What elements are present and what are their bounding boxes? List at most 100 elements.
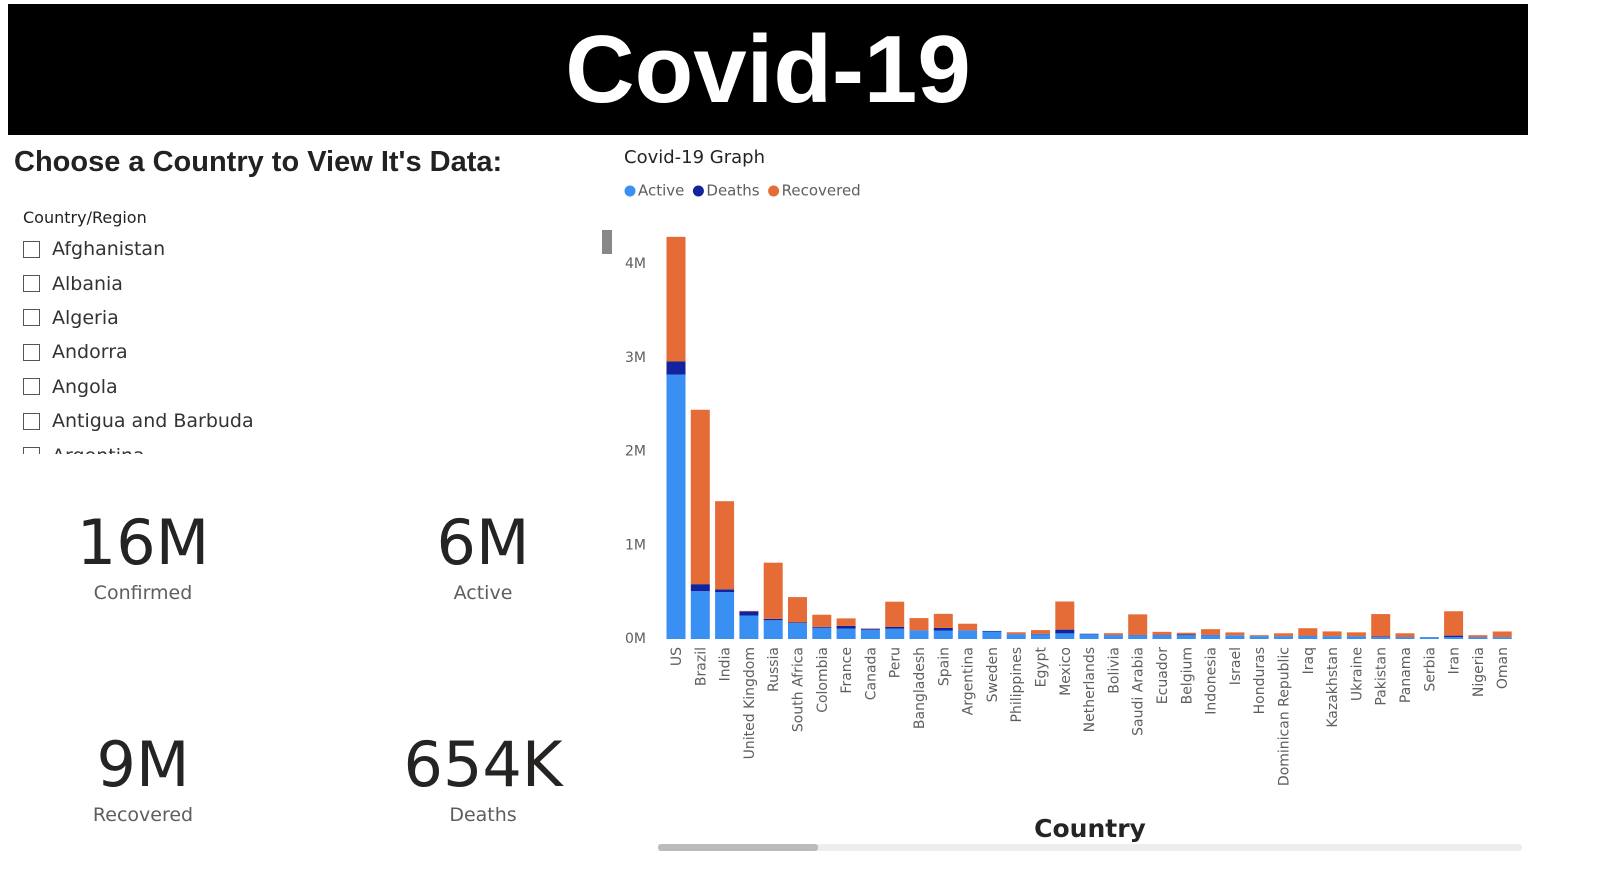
checkbox[interactable] bbox=[23, 378, 40, 396]
chart-title: Covid-19 Graph bbox=[624, 147, 765, 168]
bar-segment bbox=[1371, 614, 1391, 637]
bar-segment bbox=[909, 618, 929, 631]
kpi-value: 16M bbox=[76, 506, 210, 579]
bar-segment bbox=[1274, 636, 1293, 639]
slicer-item-label: Afghanistan bbox=[52, 238, 166, 261]
bar-segment bbox=[933, 627, 953, 631]
bar-segment bbox=[885, 601, 905, 627]
slicer-heading: Choose a Country to View It's Data: bbox=[14, 146, 503, 178]
bar-segment bbox=[1055, 629, 1075, 634]
bar-segment bbox=[1468, 637, 1488, 639]
kpi-value: 654K bbox=[403, 728, 563, 801]
bar-segment bbox=[1152, 635, 1172, 639]
bar-segment bbox=[1444, 611, 1464, 636]
x-tick-label: Iran bbox=[1447, 647, 1463, 674]
checkbox[interactable] bbox=[23, 275, 40, 293]
slicer-item-label: Albania bbox=[52, 272, 123, 295]
x-tick-label: Egypt bbox=[1034, 647, 1050, 688]
h-scroll-thumb[interactable] bbox=[658, 844, 818, 851]
bar-segment bbox=[1079, 634, 1099, 639]
bar-segment bbox=[666, 236, 686, 362]
bar-segment bbox=[1055, 601, 1075, 630]
bar-segment bbox=[763, 620, 783, 639]
slicer-item[interactable]: Albania bbox=[23, 266, 583, 300]
bar-segment bbox=[715, 592, 735, 639]
x-tick-label: Saudi Arabia bbox=[1131, 647, 1147, 736]
y-tick-label: 0M bbox=[625, 631, 646, 647]
x-tick-label: Belgium bbox=[1179, 647, 1195, 704]
checkbox[interactable] bbox=[23, 447, 40, 454]
y-tick-label: 1M bbox=[625, 537, 646, 553]
bar-segment bbox=[1152, 631, 1172, 635]
checkbox[interactable] bbox=[23, 412, 40, 430]
x-tick-label: Brazil bbox=[693, 647, 709, 686]
bar-segment bbox=[788, 597, 807, 623]
x-tick-label: Ukraine bbox=[1349, 647, 1365, 701]
bar-segment bbox=[1006, 634, 1026, 639]
bar-segment bbox=[1201, 629, 1221, 635]
slicer-item[interactable]: Andorra bbox=[23, 335, 583, 369]
bar-segment bbox=[788, 622, 807, 624]
checkbox[interactable] bbox=[23, 240, 40, 258]
slicer-item[interactable]: Afghanistan bbox=[23, 232, 583, 266]
x-tick-label: Kazakhstan bbox=[1325, 647, 1341, 728]
kpi-label: Deaths bbox=[449, 804, 517, 826]
x-tick-label: France bbox=[839, 647, 855, 694]
h-scroll-track[interactable] bbox=[658, 844, 1522, 851]
x-tick-label: Sweden bbox=[985, 647, 1001, 702]
bar-segment bbox=[1492, 637, 1512, 639]
checkbox[interactable] bbox=[23, 309, 40, 327]
kpi-card: 6M Active bbox=[313, 508, 653, 605]
bar-segment bbox=[1225, 635, 1245, 639]
bar-segment bbox=[666, 374, 686, 639]
x-tick-label: Ecuador bbox=[1155, 647, 1171, 704]
kpi-card: 16M Confirmed bbox=[0, 506, 313, 605]
bar-segment bbox=[690, 409, 710, 585]
kpi-card: 9M Recovered bbox=[0, 730, 313, 827]
x-tick-label: Dominican Republic bbox=[1277, 647, 1293, 786]
bar-segment bbox=[763, 618, 783, 621]
x-tick-label: India bbox=[718, 647, 734, 681]
bar-segment bbox=[715, 589, 735, 593]
bar-segment bbox=[1176, 635, 1196, 639]
slicer-scrollbar[interactable] bbox=[602, 230, 612, 254]
bar-segment bbox=[982, 630, 1002, 632]
bar-segment bbox=[1346, 636, 1366, 639]
checkbox[interactable] bbox=[23, 343, 40, 361]
legend-label: Active bbox=[638, 182, 684, 200]
bar-segment bbox=[1395, 633, 1415, 638]
bar-segment bbox=[1176, 634, 1196, 636]
legend-label: Recovered bbox=[782, 182, 861, 200]
bar-segment bbox=[1444, 637, 1464, 639]
bar-segment bbox=[1079, 633, 1099, 635]
slicer-item[interactable]: Algeria bbox=[23, 301, 583, 335]
x-axis-title: Country bbox=[1034, 814, 1146, 843]
slicer-item[interactable]: Antigua and Barbuda bbox=[23, 404, 583, 438]
bar-segment bbox=[836, 618, 856, 626]
bar-segment bbox=[1152, 634, 1172, 636]
x-tick-label: Canada bbox=[863, 647, 879, 700]
bar-segment bbox=[1103, 633, 1123, 636]
kpi-card: 654K Deaths bbox=[313, 728, 653, 827]
legend-swatch bbox=[692, 185, 704, 197]
bar-segment bbox=[1249, 636, 1269, 639]
slicer-item-label: Angola bbox=[52, 375, 118, 398]
bar-segment bbox=[666, 361, 686, 375]
banner-title: Covid-19 bbox=[8, 4, 1528, 135]
bar-segment bbox=[1371, 636, 1391, 638]
bar-segment bbox=[1346, 632, 1366, 637]
bar-segment bbox=[812, 626, 832, 628]
bar-segment bbox=[788, 623, 807, 639]
y-tick-label: 2M bbox=[625, 444, 646, 460]
x-tick-label: US bbox=[669, 647, 685, 666]
bar-segment bbox=[1492, 631, 1512, 638]
x-tick-label: Argentina bbox=[961, 647, 977, 715]
slicer-item[interactable]: Argentina bbox=[23, 438, 583, 454]
bar-segment bbox=[958, 630, 978, 639]
bar-segment bbox=[885, 627, 905, 629]
bar-segment bbox=[1176, 632, 1196, 635]
kpi-label: Active bbox=[453, 582, 513, 604]
x-tick-label: Pakistan bbox=[1374, 647, 1390, 706]
slicer-item[interactable]: Angola bbox=[23, 370, 583, 404]
